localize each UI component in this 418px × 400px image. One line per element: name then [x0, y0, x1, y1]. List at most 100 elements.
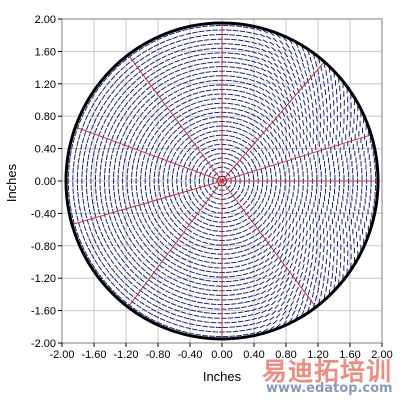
- vector-dash: [171, 65, 177, 69]
- vector-dash: [259, 324, 265, 329]
- vector-dash: [229, 75, 236, 78]
- vector-dash: [141, 195, 144, 202]
- vector-dash: [208, 233, 215, 236]
- vector-dash: [282, 164, 285, 171]
- vector-dash: [267, 233, 273, 239]
- vector-dash: [164, 225, 170, 231]
- vector-dash: [231, 261, 237, 264]
- vector-dash: [74, 208, 78, 215]
- vector-dash: [236, 85, 242, 88]
- vector-dash: [317, 260, 320, 267]
- vector-dash: [118, 228, 123, 234]
- vector-dash: [263, 109, 268, 114]
- vector-dash: [189, 270, 195, 274]
- vector-dash: [68, 198, 71, 205]
- vector-dash: [237, 57, 244, 60]
- vector-dash: [177, 63, 184, 67]
- vector-dash: [195, 272, 202, 276]
- vector-dash: [139, 205, 142, 212]
- vector-dash: [188, 280, 195, 284]
- vector-dash: [233, 190, 238, 196]
- vector-dash: [301, 111, 304, 118]
- vector-dash: [128, 110, 134, 116]
- vector-dash: [247, 107, 253, 111]
- vector-dash: [207, 94, 213, 96]
- vector-dash: [179, 281, 185, 285]
- vector-dash: [164, 245, 170, 250]
- vector-dash: [176, 83, 182, 87]
- vector-dash: [315, 107, 318, 114]
- vector-dash: [274, 201, 278, 208]
- vector-dash: [170, 198, 174, 205]
- vector-dash: [264, 303, 270, 308]
- vector-dash: [279, 167, 281, 174]
- vector-dash: [116, 252, 121, 258]
- vector-dash: [244, 49, 251, 52]
- vector-dash: [191, 155, 196, 161]
- vector-dash: [310, 262, 313, 269]
- vector-dash: [177, 53, 184, 57]
- vector-dash: [132, 307, 139, 312]
- vector-dash: [297, 114, 301, 121]
- vector-dash: [202, 241, 208, 244]
- vector-dash: [200, 297, 207, 300]
- vector-dash: [282, 256, 287, 262]
- vector-dash: [103, 256, 108, 262]
- vector-dash: [254, 200, 258, 207]
- vector-dash: [111, 221, 115, 228]
- vector-dash: [154, 148, 158, 154]
- vector-dash: [100, 124, 104, 131]
- vector-dash: [296, 161, 298, 167]
- vector-dash: [94, 268, 99, 274]
- vector-dash: [280, 226, 285, 232]
- vector-dash: [181, 133, 187, 138]
- vector-dash: [129, 268, 135, 274]
- vector-dash: [117, 212, 121, 218]
- vector-dash: [261, 264, 268, 270]
- vector-dash: [261, 300, 267, 304]
- vector-dash: [189, 150, 195, 156]
- vector-dash: [292, 62, 297, 68]
- vector-dash: [251, 298, 257, 302]
- vector-dash: [202, 334, 208, 337]
- vector-dash: [128, 260, 133, 266]
- vector-dash: [97, 100, 102, 106]
- vector-dash: [163, 314, 169, 318]
- vector-dash: [284, 201, 287, 208]
- vector-dash: [180, 141, 185, 146]
- vector-dash: [308, 141, 311, 148]
- vector-dash: [140, 296, 146, 301]
- vector-dash: [205, 131, 212, 134]
- vector-dash: [203, 174, 206, 181]
- vector-dash: [154, 208, 158, 214]
- vector-dash: [297, 94, 301, 101]
- vector-dash: [151, 252, 157, 257]
- vector-dash: [123, 69, 129, 74]
- vector-dash: [255, 231, 260, 237]
- vector-dash: [172, 246, 179, 251]
- vector-dash: [256, 37, 262, 41]
- vector-dash: [230, 159, 236, 164]
- vector-dash: [68, 157, 71, 164]
- vector-dash: [276, 33, 281, 39]
- vector-dash: [155, 300, 161, 304]
- vector-dash: [286, 161, 289, 167]
- vector-dash: [251, 129, 257, 134]
- vector-dash: [305, 116, 308, 123]
- vector-dash: [193, 136, 199, 140]
- vector-dash: [311, 254, 314, 260]
- vector-dash: [176, 219, 182, 225]
- vector-dash: [193, 45, 200, 48]
- vector-dash: [199, 90, 205, 93]
- vector-dash: [170, 118, 176, 123]
- vector-dash: [211, 190, 217, 195]
- vector-dash: [147, 68, 153, 73]
- vector-dash: [132, 91, 138, 97]
- vector-dash: [94, 96, 99, 103]
- vector-dash: [163, 107, 169, 112]
- vector-dash: [214, 206, 220, 209]
- vector-dash: [195, 206, 201, 211]
- vector-dash: [270, 217, 275, 223]
- x-tick-label: 2.00: [371, 349, 392, 361]
- vector-dash: [201, 191, 206, 197]
